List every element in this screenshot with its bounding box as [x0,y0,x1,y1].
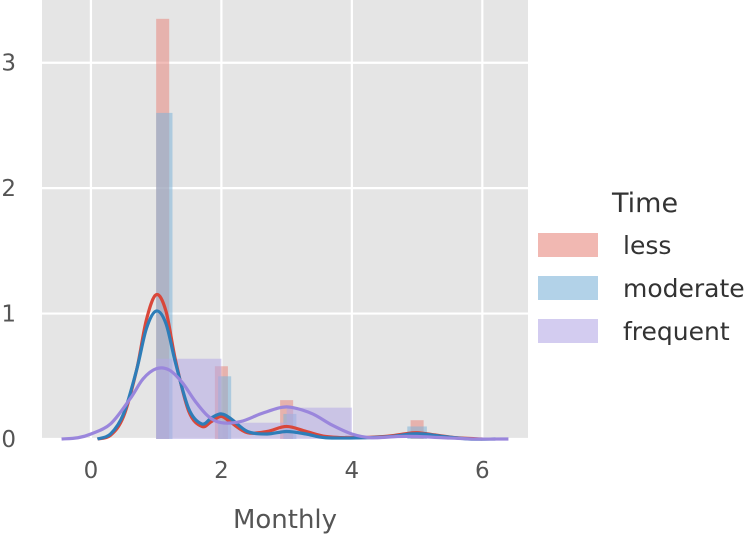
y-tick-label: 1 [1,302,16,328]
bar-moderate [156,112,173,439]
legend-title: Time [611,188,678,219]
legend-swatch-frequent [538,319,598,343]
y-tick-label: 3 [1,51,16,77]
legend-swatch-less [538,233,598,257]
y-tick-labels: 0 1 2 3 [1,51,16,453]
legend-label-less: less [623,231,671,260]
x-tick-labels: 0 2 4 6 [84,458,490,484]
kde-line-frequent [61,366,509,441]
histogram-bars [156,18,427,440]
legend-label-moderate: moderate [623,274,745,303]
legend: less moderate frequent [538,231,745,346]
x-axis-label: Monthly [233,505,337,535]
plot-background [42,0,528,439]
x-tick-label: 6 [475,458,490,484]
y-tick-label: 2 [1,176,16,202]
y-tick-label: 0 [1,427,16,453]
kde-line-moderate [96,309,496,441]
legend-label-frequent: frequent [623,317,730,346]
kde-lines [61,292,509,441]
bar-frequent [156,358,222,439]
x-tick-label: 2 [214,458,229,484]
x-tick-label: 4 [345,458,360,484]
bar-frequent [221,422,287,439]
x-tick-label: 0 [84,458,99,484]
legend-swatch-moderate [538,276,598,300]
